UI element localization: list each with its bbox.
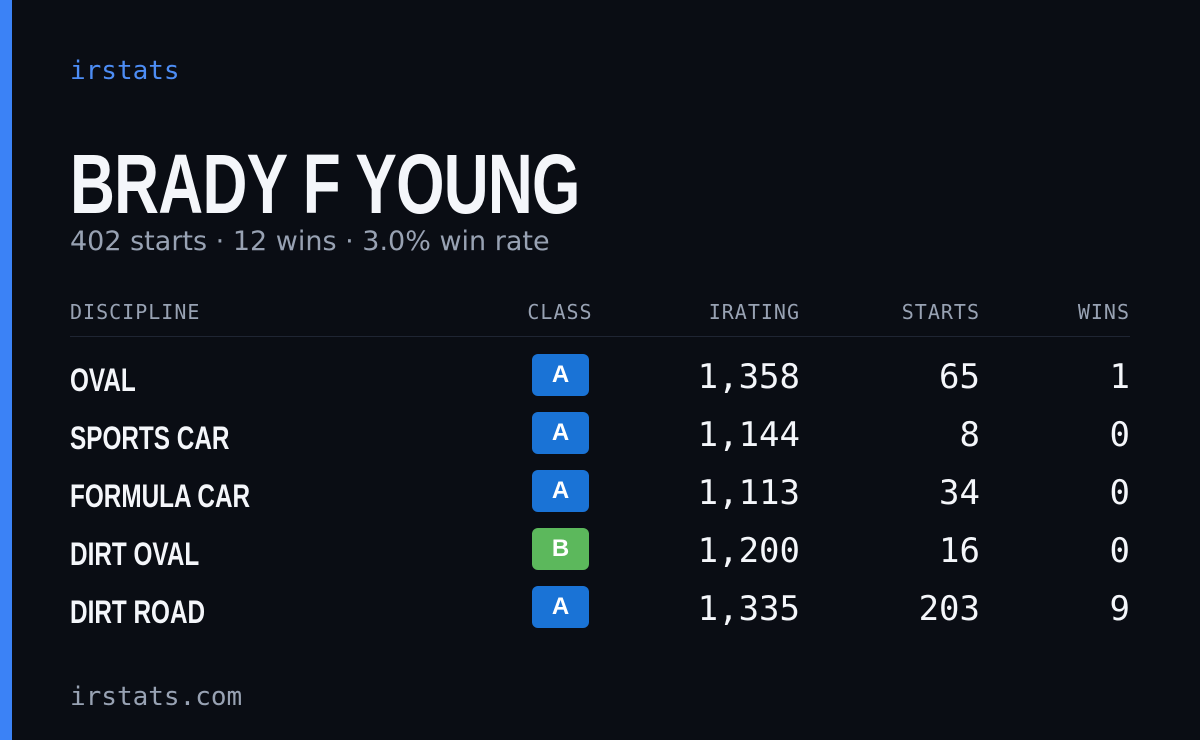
wins: 0: [1109, 415, 1130, 455]
wins: 1: [1109, 357, 1130, 397]
column-header: DISCIPLINE: [70, 300, 201, 324]
column-header: IRATING: [708, 300, 800, 324]
wins: 0: [1109, 531, 1130, 571]
irating: 1,113: [697, 473, 800, 513]
accent-bar: [0, 0, 12, 740]
starts: 8: [959, 415, 980, 455]
starts: 65: [939, 357, 980, 397]
wins: 9: [1109, 589, 1130, 629]
class-badge: B: [532, 528, 589, 570]
column-header: STARTS: [901, 300, 980, 324]
starts: 34: [939, 473, 980, 513]
discipline: DIRT OVAL: [70, 536, 200, 572]
discipline: DIRT ROAD: [70, 594, 206, 630]
divider: [70, 336, 1130, 337]
class-badge: A: [532, 354, 589, 396]
starts: 16: [939, 531, 980, 571]
summary: 402 starts · 12 wins · 3.0% win rate: [70, 226, 550, 257]
class-badge: A: [532, 586, 589, 628]
class-badge: A: [532, 412, 589, 454]
starts: 203: [918, 589, 980, 629]
irating: 1,144: [697, 415, 800, 455]
discipline: SPORTS CAR: [70, 420, 230, 456]
brand: irstats: [70, 56, 180, 86]
irating: 1,358: [697, 357, 800, 397]
wins: 0: [1109, 473, 1130, 513]
driver-name: BRADY F YOUNG: [70, 137, 580, 231]
discipline: FORMULA CAR: [70, 478, 251, 514]
column-header: WINS: [1077, 300, 1130, 324]
column-header: CLASS: [527, 300, 593, 324]
irating: 1,335: [697, 589, 800, 629]
footer: irstats.com: [70, 682, 243, 712]
class-badge: A: [532, 470, 589, 512]
irating: 1,200: [697, 531, 800, 571]
discipline: OVAL: [70, 362, 136, 398]
